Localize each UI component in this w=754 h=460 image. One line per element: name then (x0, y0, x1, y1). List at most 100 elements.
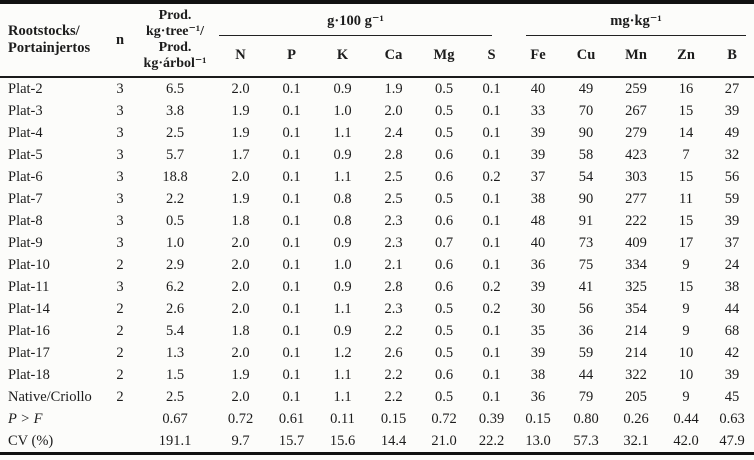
cell: 0.1 (282, 388, 301, 405)
cell: 267 (625, 102, 647, 119)
cell: 70 (578, 102, 594, 119)
cell: 9 (682, 300, 690, 317)
table-row: Plat-11 3 6.2 2.0 0.1 0.9 2.8 0.6 0.2 39 41 325 15 38 (0, 276, 754, 298)
cell: 2.9 (165, 256, 185, 273)
table-row: Plat-14 2 2.6 2.0 0.1 1.1 2.3 0.5 0.2 30 56 354 9 44 (0, 298, 754, 320)
cell: 277 (625, 190, 647, 207)
cell: 214 (625, 322, 647, 339)
cell: 0.1 (282, 278, 301, 295)
cell: 36 (578, 322, 594, 339)
cell: 58 (578, 146, 594, 163)
cell: 7 (682, 146, 690, 163)
table-row: Plat-6 3 18.8 2.0 0.1 1.1 2.5 0.6 0.2 37 54 303 15 56 (0, 166, 754, 188)
cell: 2.8 (384, 146, 403, 163)
cell: 0.15 (380, 410, 407, 427)
cell: 9.7 (231, 432, 250, 449)
row-label: CV (%) (8, 432, 54, 449)
cell: 35 (530, 322, 546, 339)
cell: 40 (530, 80, 546, 97)
cell: 205 (625, 388, 647, 405)
cell: 0.9 (333, 80, 352, 97)
cell: 0.63 (719, 410, 745, 427)
cell: 0.1 (482, 322, 501, 339)
col-header-Ca: Ca (384, 47, 403, 63)
cell: 32.1 (623, 432, 649, 449)
table-row: Native/Criollo 2 2.5 2.0 0.1 1.1 2.2 0.5 0.1 36 79… (0, 386, 754, 408)
cell: 3.8 (165, 102, 185, 119)
cell: 16 (678, 80, 694, 97)
cell: 0.5 (434, 190, 454, 207)
cell: 79 (578, 388, 594, 405)
cell: 42.0 (673, 432, 699, 449)
cell: 40 (530, 234, 546, 251)
cell: 322 (625, 366, 647, 383)
cell: 0.9 (333, 234, 352, 251)
cell: 2.3 (384, 234, 403, 251)
cell: 0.1 (482, 256, 501, 273)
cell: 27 (724, 80, 740, 97)
cell: 9 (682, 388, 690, 405)
cell: 2.4 (384, 124, 403, 141)
cell: 0.1 (282, 234, 301, 251)
col-header-Zn: Zn (677, 47, 695, 63)
cell: 56 (578, 300, 594, 317)
col-header-prod-line4: kg·árbol⁻¹ (143, 56, 207, 71)
cell: 15 (678, 102, 694, 119)
row-label: Plat-5 (8, 146, 43, 163)
cell: 39 (724, 212, 740, 229)
cell: 0.72 (431, 410, 457, 427)
cell: 44 (578, 366, 594, 383)
cell: 15 (678, 168, 694, 185)
cell: 5.4 (165, 322, 185, 339)
cell: 1.7 (231, 146, 250, 163)
cell: 409 (625, 234, 647, 251)
row-label: Plat-18 (8, 366, 50, 383)
cell: 39 (530, 278, 546, 295)
cell: 2.3 (384, 212, 403, 229)
col-header-rootstocks-line2: Portainjertos (8, 40, 91, 56)
cell: 59 (724, 190, 740, 207)
cell: 3 (116, 102, 124, 119)
cell: 22.2 (478, 432, 505, 449)
cell: 2.2 (165, 190, 185, 207)
cell: 0.7 (434, 234, 454, 251)
cell: 191.1 (158, 432, 192, 449)
cell: 1.1 (333, 168, 352, 185)
cell: 0.8 (333, 212, 352, 229)
cell: 0.1 (482, 344, 501, 361)
row-label: Plat-11 (8, 278, 50, 295)
row-label: Plat-4 (8, 124, 43, 141)
cell: 68 (724, 322, 740, 339)
table-row: Plat-9 3 1.0 2.0 0.1 0.9 2.3 0.7 0.1 40 73 409 17 37 (0, 232, 754, 254)
cell: 2 (116, 256, 124, 273)
group-header-mgkg-label: mg·kg⁻¹ (526, 12, 747, 36)
cell: 47.9 (719, 432, 745, 449)
cell: 2.2 (384, 366, 403, 383)
cell: 0.39 (478, 410, 505, 427)
col-header-Mn: Mn (625, 47, 647, 63)
cell: 2.0 (231, 256, 250, 273)
cell: 73 (578, 234, 594, 251)
cell: 42 (724, 344, 740, 361)
row-label: Plat-14 (8, 300, 50, 317)
cell: 1.8 (231, 322, 250, 339)
cell (105, 430, 135, 454)
cell: 1.1 (333, 388, 352, 405)
cell: 0.1 (282, 322, 301, 339)
cell: 0.1 (482, 80, 501, 97)
cell: 0.15 (525, 410, 551, 427)
col-header-Fe: Fe (530, 47, 546, 63)
cell: 6.2 (165, 278, 185, 295)
cell: 1.1 (333, 300, 352, 317)
cell: 0.1 (282, 212, 301, 229)
cell: 1.9 (231, 102, 250, 119)
col-header-rootstocks-line1: Rootstocks/ (8, 23, 80, 39)
cell: 0.2 (482, 168, 501, 185)
cell: 39 (530, 146, 546, 163)
cell: 0.44 (673, 410, 699, 427)
cell: 15 (678, 278, 694, 295)
cell: 36 (530, 388, 546, 405)
cell: 0.1 (282, 168, 301, 185)
cell: 1.9 (231, 124, 250, 141)
